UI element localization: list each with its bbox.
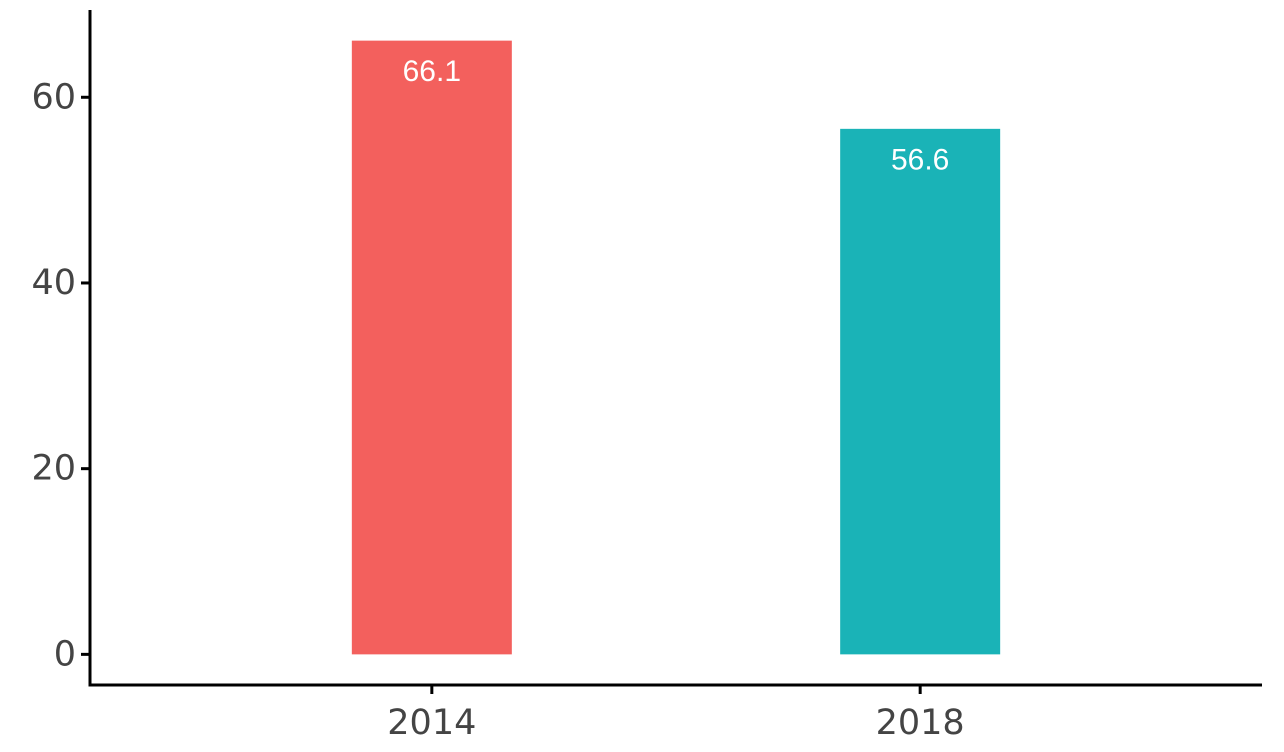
bar bbox=[840, 128, 1001, 655]
bar-value-label: 56.6 bbox=[891, 143, 949, 176]
x-axis-ticks: 2014 2018 bbox=[387, 685, 965, 743]
y-tick-label: 60 bbox=[31, 77, 76, 117]
y-tick-label: 20 bbox=[31, 449, 76, 489]
bar-value-label: 66.1 bbox=[403, 55, 461, 88]
y-axis-ticks: 0 20 40 60 bbox=[31, 77, 90, 674]
y-tick-label: 0 bbox=[54, 634, 76, 674]
y-tick-label: 40 bbox=[31, 263, 76, 303]
x-tick-label: 2014 bbox=[387, 703, 476, 743]
bar bbox=[351, 40, 512, 655]
x-tick-label: 2018 bbox=[876, 703, 965, 743]
bars: 66.1 56.6 bbox=[351, 40, 1001, 655]
